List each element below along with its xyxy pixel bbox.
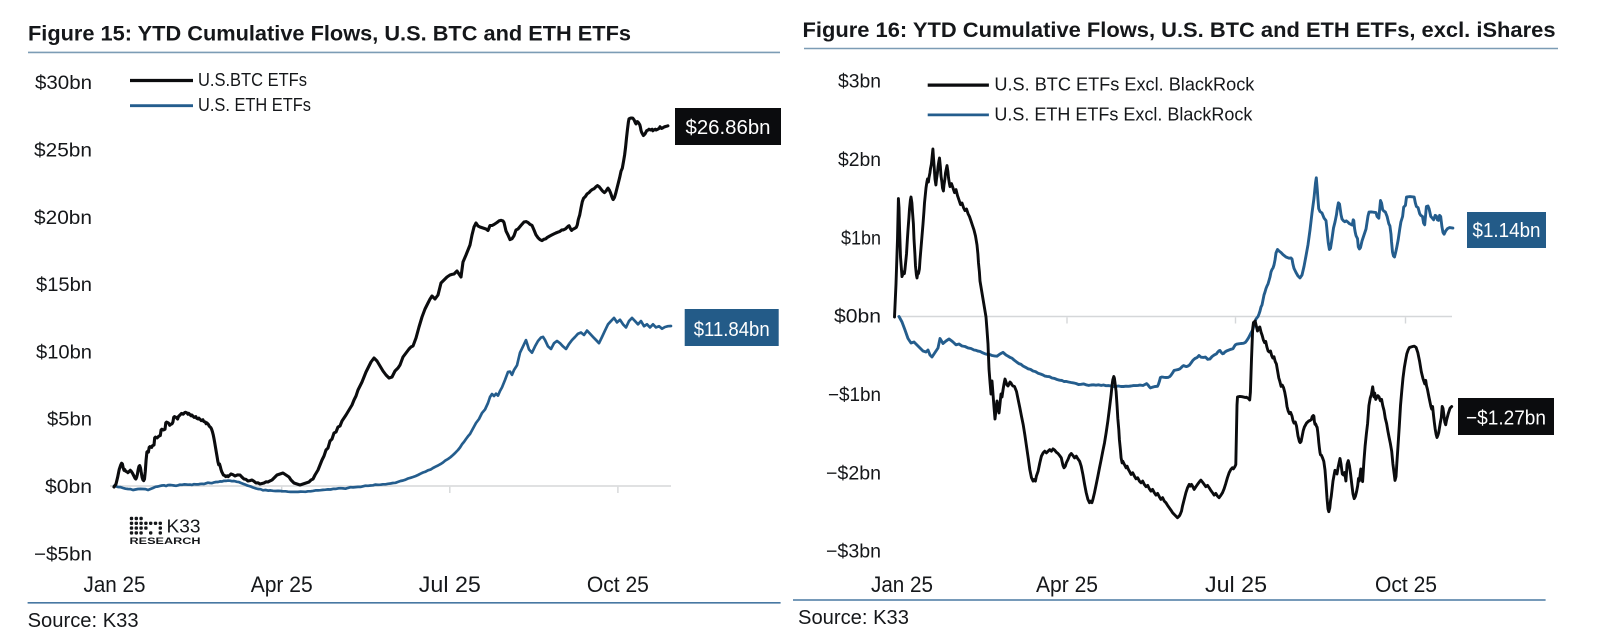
- svg-text:$15bn: $15bn: [36, 275, 92, 296]
- svg-text:Jul 25: Jul 25: [1205, 572, 1267, 597]
- svg-text:−$1bn: −$1bn: [828, 385, 881, 406]
- svg-text:$30bn: $30bn: [35, 73, 92, 94]
- svg-text:$1.14bn: $1.14bn: [1473, 219, 1541, 242]
- svg-text:Jan 25: Jan 25: [871, 572, 933, 597]
- svg-text:−$2bn: −$2bn: [826, 463, 881, 484]
- svg-text:$11.84bn: $11.84bn: [694, 318, 770, 341]
- svg-text:$5bn: $5bn: [47, 410, 92, 431]
- svg-text:Figure 16: YTD Cumulative Flow: Figure 16: YTD Cumulative Flows, U.S. BT…: [803, 18, 1556, 42]
- svg-text:K33: K33: [167, 517, 201, 537]
- svg-text:Apr 25: Apr 25: [1036, 572, 1098, 597]
- svg-text:$0bn: $0bn: [834, 307, 881, 328]
- svg-text:$0bn: $0bn: [45, 477, 92, 498]
- svg-text:$10bn: $10bn: [36, 342, 92, 363]
- svg-text:U.S. BTC ETFs Excl. BlackRock: U.S. BTC ETFs Excl. BlackRock: [994, 74, 1255, 95]
- svg-text:$25bn: $25bn: [34, 141, 92, 162]
- svg-text:Jul 25: Jul 25: [419, 572, 481, 597]
- svg-text:Source: K33: Source: K33: [798, 607, 909, 629]
- svg-text:Figure 15: YTD Cumulative Flow: Figure 15: YTD Cumulative Flows, U.S. BT…: [28, 22, 631, 46]
- svg-text:$26.86bn: $26.86bn: [686, 116, 771, 139]
- svg-text:$1bn: $1bn: [841, 228, 881, 249]
- svg-text:−$3bn: −$3bn: [826, 542, 881, 563]
- svg-text:−$1.27bn: −$1.27bn: [1466, 407, 1546, 430]
- svg-text:Jan 25: Jan 25: [84, 572, 146, 597]
- svg-text:U.S. ETH ETFs: U.S. ETH ETFs: [198, 94, 311, 115]
- svg-text:U.S.BTC ETFs: U.S.BTC ETFs: [198, 69, 307, 90]
- svg-text:RESEARCH: RESEARCH: [130, 536, 201, 547]
- svg-text:−$5bn: −$5bn: [34, 544, 92, 565]
- svg-text:Apr 25: Apr 25: [251, 572, 313, 597]
- svg-text:Oct 25: Oct 25: [1375, 572, 1437, 597]
- svg-text:Source: K33: Source: K33: [28, 610, 139, 632]
- svg-text:Oct 25: Oct 25: [587, 572, 649, 597]
- svg-text:U.S. ETH ETFs Excl. BlackRock: U.S. ETH ETFs Excl. BlackRock: [994, 103, 1253, 124]
- svg-text:$2bn: $2bn: [838, 150, 881, 171]
- svg-text:$3bn: $3bn: [838, 72, 881, 93]
- svg-text:$20bn: $20bn: [34, 208, 92, 229]
